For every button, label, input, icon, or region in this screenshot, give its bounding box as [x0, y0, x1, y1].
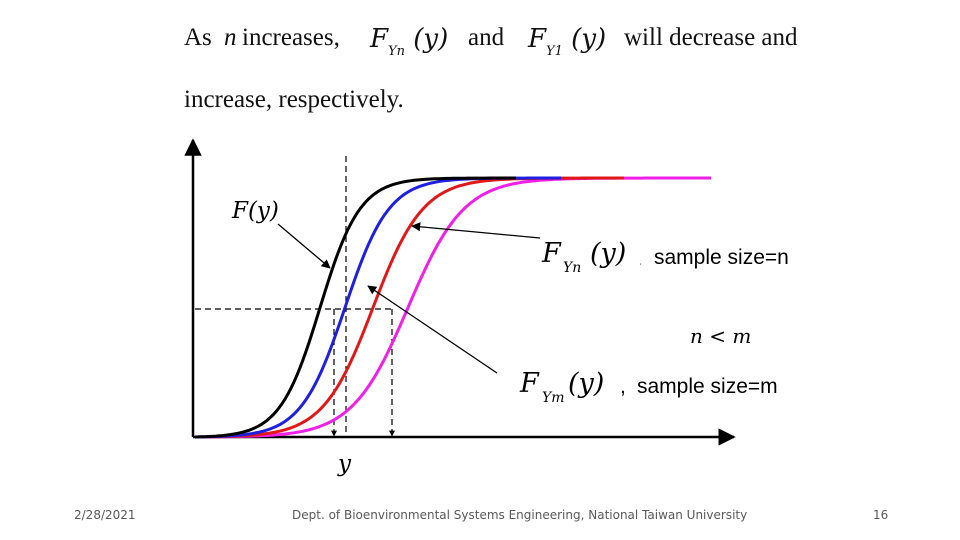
pointer-arrow-m	[367, 285, 498, 374]
text-as: As	[184, 24, 212, 51]
label-F-symbol: F	[519, 368, 540, 399]
pointer-arrow-F	[277, 223, 331, 269]
subscript-Yn: Yn	[388, 44, 406, 59]
label-F-of-y: F(y)	[231, 198, 279, 224]
x-axis-label: y	[337, 451, 352, 477]
label-arg-y: (y)	[590, 238, 626, 269]
n-symbol: n	[224, 24, 237, 51]
label-F-symbol: F	[541, 238, 562, 269]
label-n-less-than-m: n < m	[690, 324, 751, 348]
arg-y: (y)	[571, 24, 607, 54]
footer-date: 2/28/2021	[74, 508, 136, 522]
footer-organization: Dept. of Bioenvironmental Systems Engine…	[292, 508, 748, 522]
label-sub-Yn: Yn	[563, 260, 581, 276]
curve-F	[194, 176, 516, 439]
formula-F-Yn: FYn (y)	[370, 24, 448, 59]
arg-y: (y)	[413, 24, 449, 54]
text-and: and	[468, 24, 505, 51]
F-symbol: F	[370, 24, 389, 54]
text-increases: increases,	[242, 24, 340, 51]
slide-text-line-1: As n increases, FYn (y) and FY1 (y) will…	[184, 22, 824, 62]
text-will-decrease: will decrease and	[624, 24, 798, 51]
curve-F-Ym	[195, 176, 711, 439]
label-F-Yn: F Yn (y) , sample size=n	[541, 238, 789, 276]
formula-F-Y1: FY1 (y)	[528, 24, 606, 59]
label-sample-size-n: sample size=n	[654, 246, 789, 269]
subscript-Y1: Y1	[546, 44, 563, 59]
slide-text-line-2: increase, respectively.	[184, 86, 404, 113]
label-sample-size-m: sample size=m	[637, 375, 778, 398]
pointer-arrow-n	[411, 222, 541, 239]
footer-page-number: 16	[873, 508, 889, 522]
label-sub-Ym: Ym	[542, 390, 565, 406]
F-symbol: F	[528, 24, 547, 54]
label-F-Ym: F Ym (y) , sample size=m	[519, 368, 778, 406]
label-arg-y: (y)	[568, 368, 604, 399]
cdf-diagram: F(y) F Yn (y) , sample size=n n < m F Ym…	[184, 138, 789, 477]
label-comma: ,	[620, 375, 626, 398]
label-comma: ,	[640, 260, 642, 266]
